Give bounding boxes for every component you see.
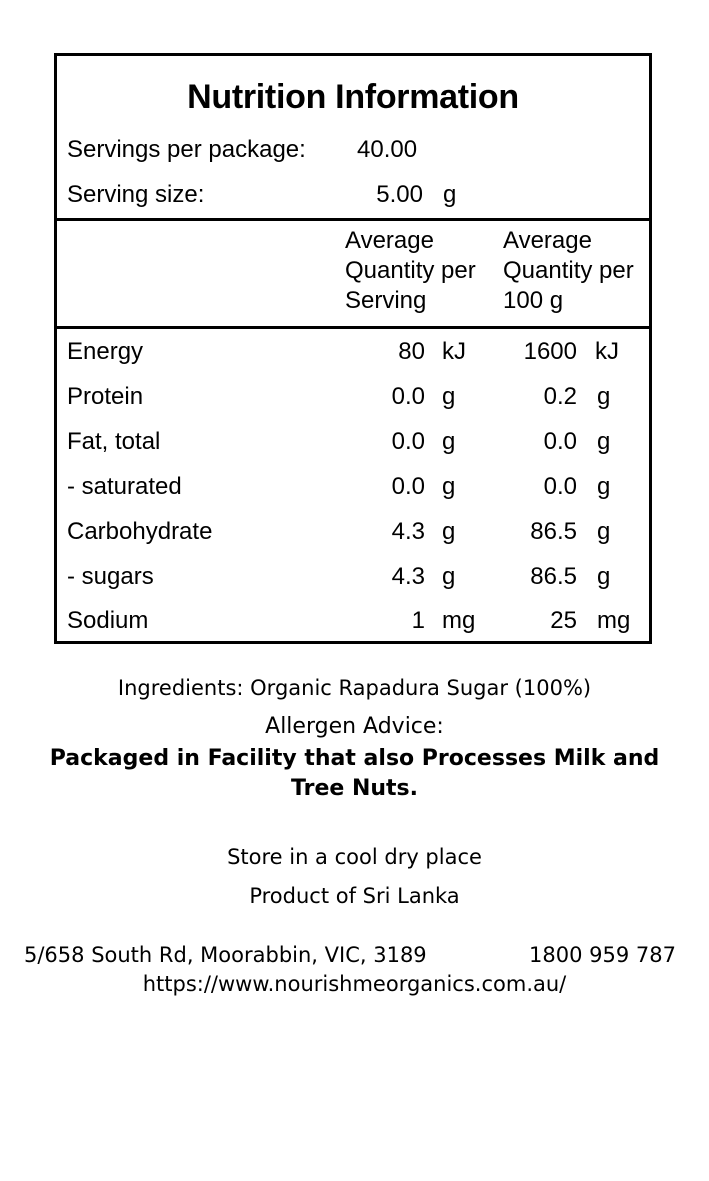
nutrient-per100-unit: mg	[597, 607, 631, 634]
col-header-serving-line: Average	[345, 227, 434, 254]
nutrient-serving: 4.3	[391, 518, 425, 545]
nutrient-per100-unit: g	[597, 473, 611, 500]
nutrient-serving-unit: g	[442, 383, 456, 410]
servings-value: 40.00	[357, 136, 418, 163]
nutrient-serving: 4.3	[391, 563, 425, 590]
nutrient-per100: 86.5	[530, 563, 577, 590]
nutrient-serving: 0.0	[391, 428, 425, 455]
nutrient-per100-unit: g	[597, 563, 611, 590]
serving-size-value: 5.00	[376, 181, 423, 208]
nutrient-per100: 25	[550, 607, 577, 634]
nutrient-per100: 0.2	[543, 383, 577, 410]
servings-label: Servings per package:	[67, 136, 306, 163]
serving-size-label: Serving size:	[67, 181, 205, 208]
divider-header	[57, 326, 649, 329]
origin-text: Product of Sri Lanka	[249, 884, 460, 908]
nutrient-per100: 0.0	[543, 473, 577, 500]
website-text: https://www.nourishmeorganics.com.au/	[142, 972, 567, 996]
col-header-serving-line: Serving	[345, 287, 427, 314]
nutrient-name: Sodium	[67, 607, 149, 634]
nutrient-name: Protein	[67, 383, 144, 410]
phone-text: 1800 959 787	[529, 943, 676, 967]
allergen-line: Packaged in Facility that also Processes…	[49, 746, 660, 771]
address-text: 5/658 South Rd, Moorabbin, VIC, 3189	[24, 943, 427, 967]
col-header-serving: Average Quantity per Serving	[345, 226, 476, 316]
col-header-100g: Average Quantity per 100 g	[503, 226, 634, 316]
col-header-100g-line: Average	[503, 227, 592, 254]
nutrient-serving-unit: g	[442, 473, 456, 500]
nutrient-name: Energy	[67, 338, 144, 365]
nutrient-name: - sugars	[67, 563, 154, 590]
allergen-line: Tree Nuts.	[291, 776, 418, 801]
ingredients-text: Ingredients: Organic Rapadura Sugar (100…	[117, 676, 592, 700]
nutrient-name: Carbohydrate	[67, 518, 213, 545]
nutrient-per100-unit: kJ	[595, 338, 619, 365]
nutrient-per100-unit: g	[597, 518, 611, 545]
nutrient-serving-unit: g	[442, 563, 456, 590]
nutrition-panel: Nutrition Information Servings per packa…	[54, 53, 652, 644]
nutrient-serving-unit: g	[442, 428, 456, 455]
nutrient-name: - saturated	[67, 473, 182, 500]
nutrient-serving: 1	[411, 607, 425, 634]
nutrient-per100: 86.5	[530, 518, 577, 545]
panel-title: Nutrition Information	[187, 78, 519, 116]
nutrient-name: Fat, total	[67, 428, 161, 455]
nutrient-per100-unit: g	[597, 428, 611, 455]
nutrient-serving-unit: mg	[442, 607, 476, 634]
nutrient-serving: 0.0	[391, 383, 425, 410]
serving-size-unit: g	[443, 181, 457, 208]
divider-top	[57, 218, 649, 221]
nutrient-serving-unit: g	[442, 518, 456, 545]
col-header-100g-line: Quantity per	[503, 257, 634, 284]
nutrient-per100: 1600	[523, 338, 577, 365]
allergen-title: Allergen Advice:	[265, 714, 444, 739]
allergen-text: Packaged in Facility that also Processes…	[0, 744, 709, 804]
col-header-serving-line: Quantity per	[345, 257, 476, 284]
nutrient-serving-unit: kJ	[442, 338, 466, 365]
nutrient-per100-unit: g	[597, 383, 611, 410]
nutrient-per100: 0.0	[543, 428, 577, 455]
storage-text: Store in a cool dry place	[227, 845, 482, 869]
nutrient-serving: 0.0	[391, 473, 425, 500]
nutrient-serving: 80	[398, 338, 425, 365]
col-header-100g-line: 100 g	[503, 287, 564, 314]
